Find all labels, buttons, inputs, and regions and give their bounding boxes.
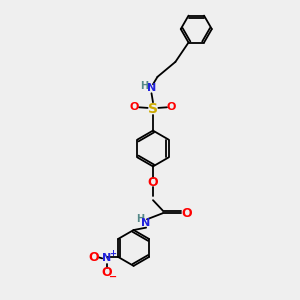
Text: O: O (102, 266, 112, 279)
Text: N: N (142, 218, 151, 228)
Text: O: O (148, 176, 158, 189)
Text: O: O (167, 102, 176, 112)
Text: O: O (181, 207, 192, 220)
Text: S: S (148, 102, 158, 116)
Text: H: H (136, 214, 144, 224)
Text: −: − (109, 272, 117, 282)
Text: O: O (130, 102, 139, 112)
Text: H: H (141, 81, 149, 91)
Text: N: N (102, 254, 112, 263)
Text: +: + (110, 248, 116, 257)
Text: O: O (88, 251, 99, 264)
Text: N: N (147, 83, 156, 93)
